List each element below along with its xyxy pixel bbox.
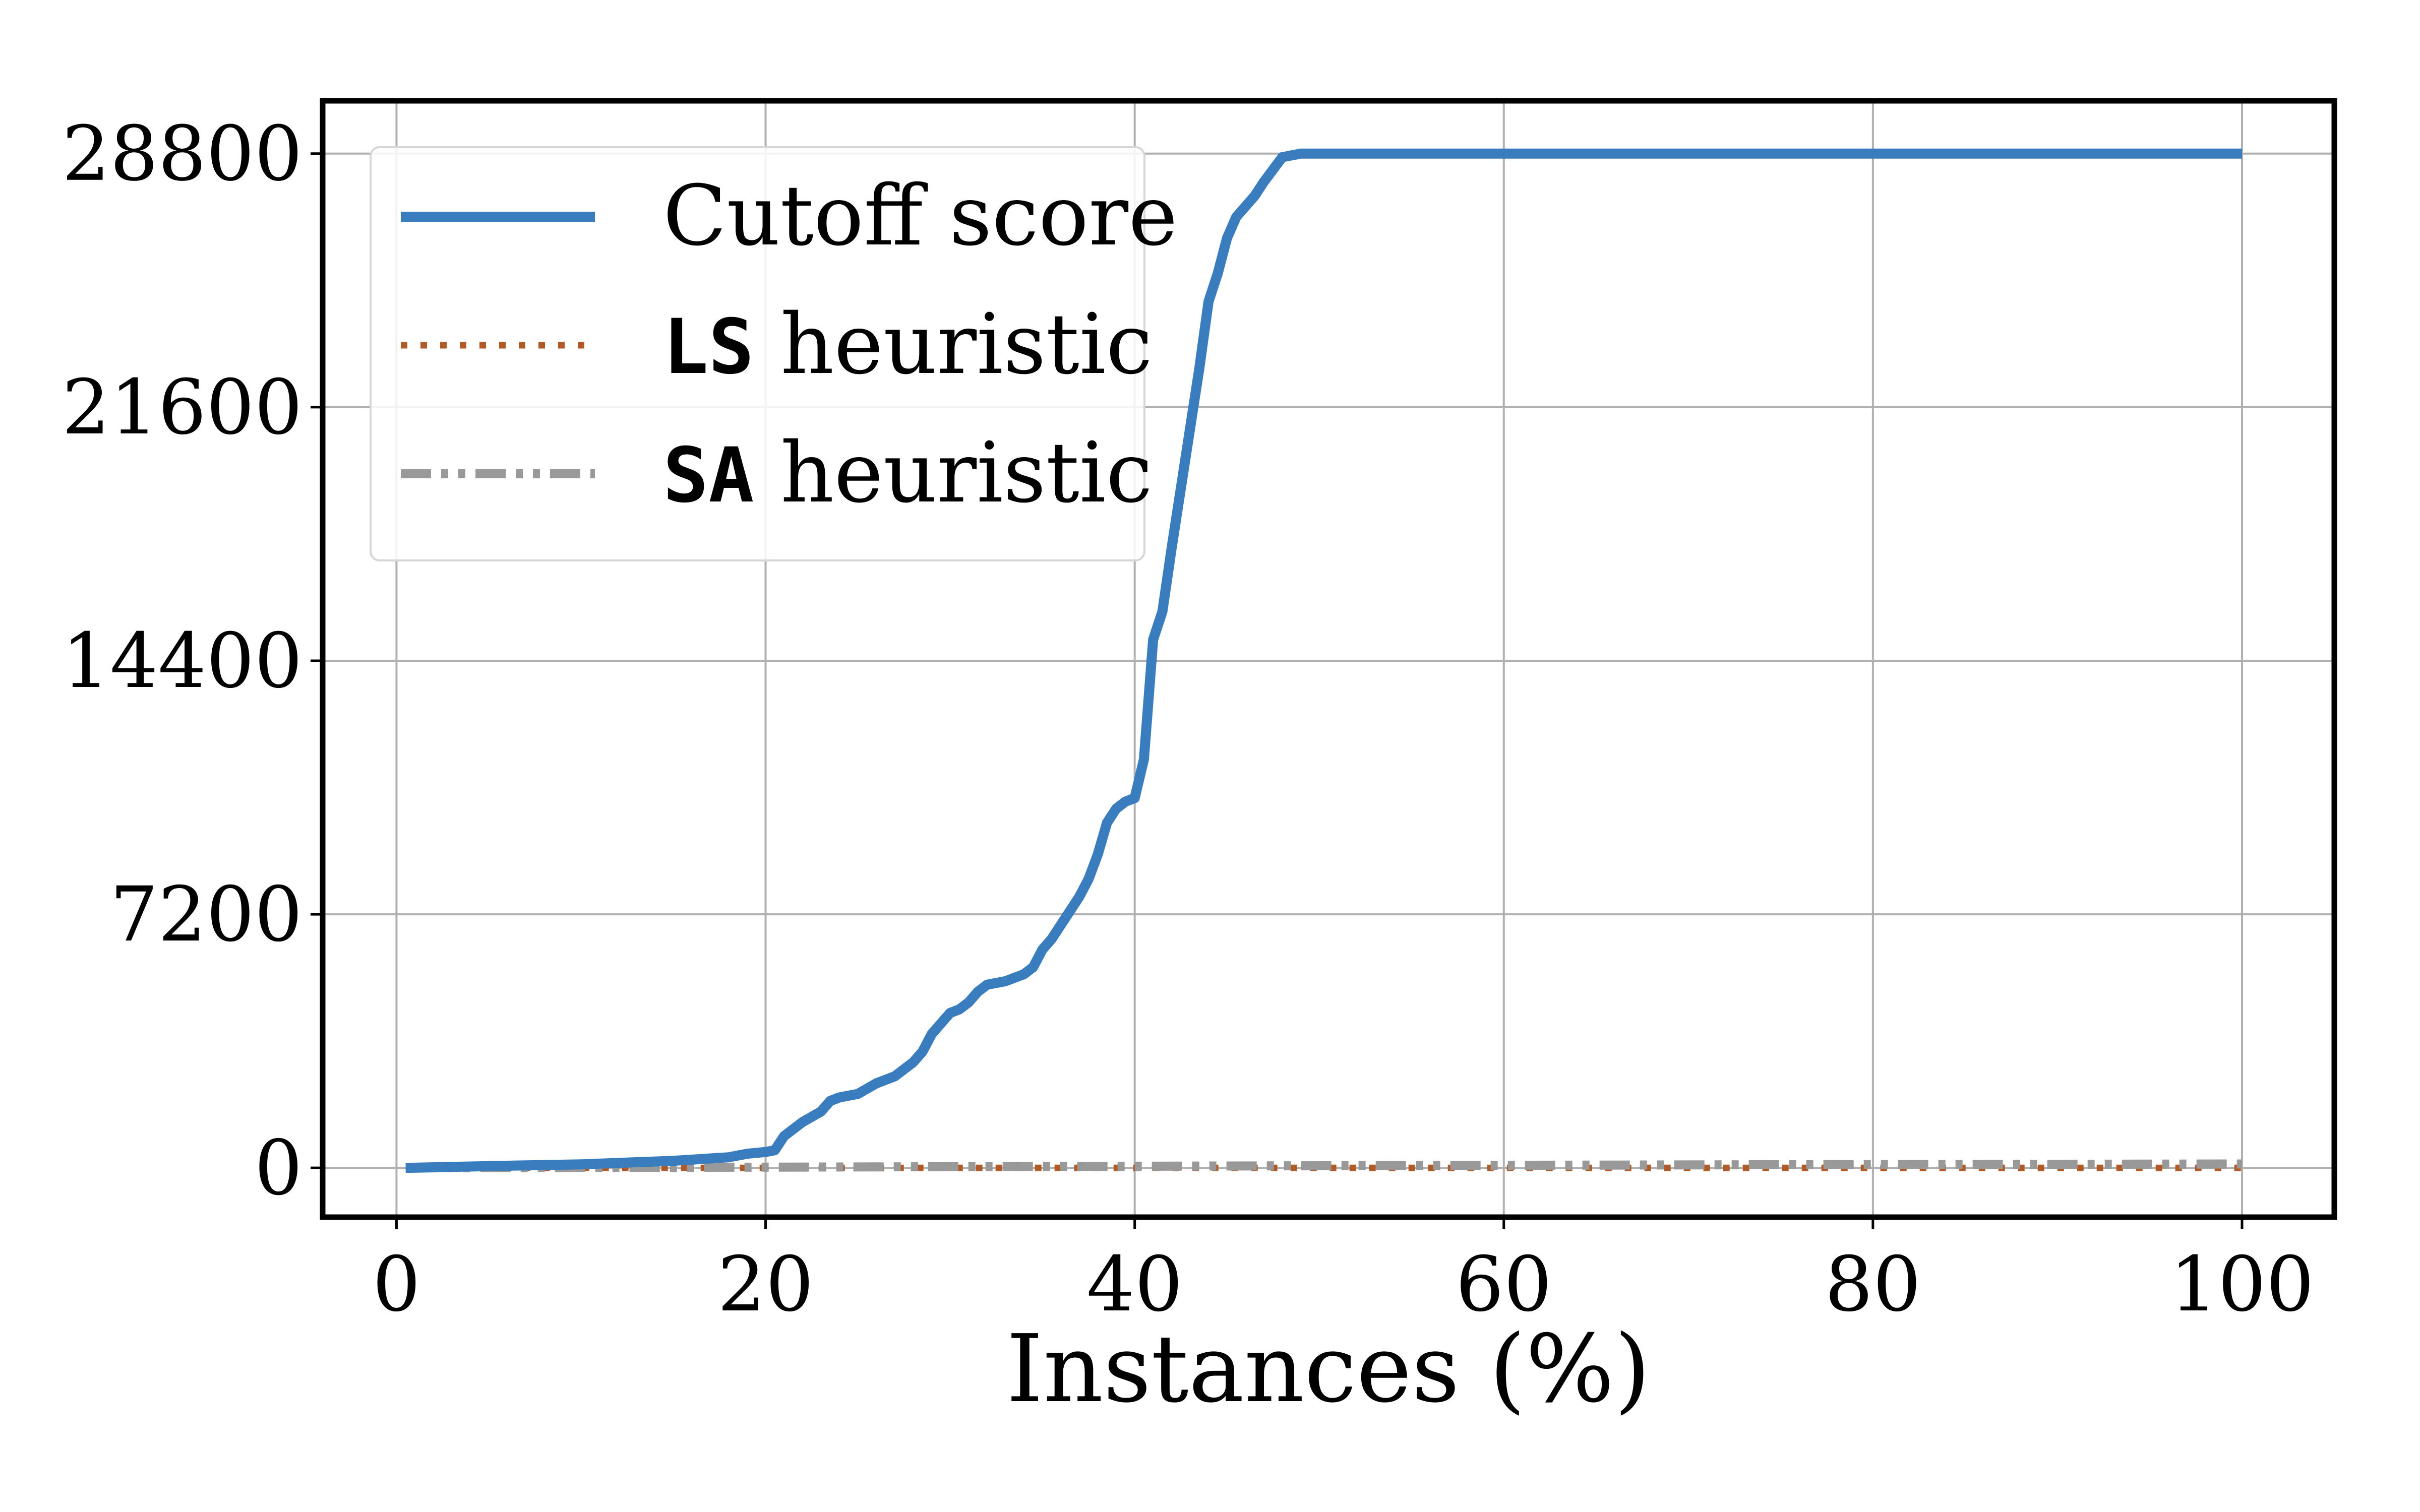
series-line-sa-heuristic: [405, 1159, 2243, 1173]
x-tick-label: 60: [1456, 1241, 1552, 1329]
x-tick-label: 80: [1825, 1241, 1921, 1329]
y-tick-label: 14400: [62, 617, 302, 705]
x-tick-label: 100: [2170, 1241, 2314, 1329]
legend-label-code: SA: [663, 432, 754, 520]
y-tick-label: 0: [255, 1124, 302, 1212]
legend-label-cutoff-score: Cutoff score: [663, 167, 1178, 264]
legend-label-ls-heuristic: LS heuristic: [663, 296, 1153, 393]
x-tick-label: 0: [373, 1241, 420, 1329]
legend-label-rest: heuristic: [754, 296, 1153, 393]
y-tick-label: 7200: [110, 871, 302, 959]
legend-label-code: LS: [663, 303, 754, 391]
series-layer: [405, 148, 2243, 1173]
x-tick-label: 40: [1086, 1241, 1183, 1329]
series-line-cutoff-score: [405, 148, 2242, 1173]
legend-label-sa-heuristic: SA heuristic: [663, 424, 1153, 521]
x-tick-label: 20: [717, 1241, 814, 1329]
legend-box: [370, 146, 1145, 561]
plot-frame: [320, 98, 2337, 1220]
y-tick-label: 28800: [62, 110, 302, 198]
axis-ticks: 0 20 40 60 80 100 0 7200 14400 21600 28800: [62, 110, 2314, 1329]
x-axis-title: Instances (%): [1006, 1314, 1651, 1423]
legend-label-rest: heuristic: [754, 424, 1153, 521]
y-tick-label: 21600: [62, 364, 302, 452]
